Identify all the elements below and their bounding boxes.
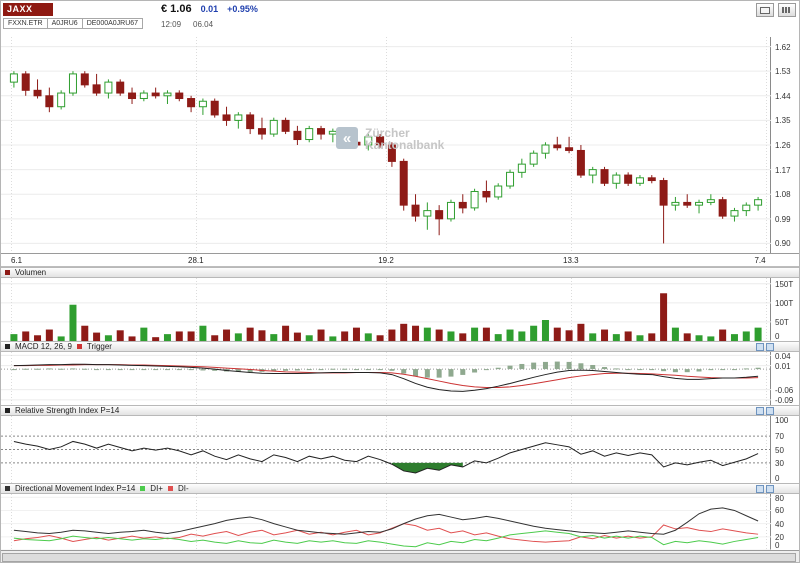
- rsi-legend-swatch: [5, 408, 10, 413]
- y-axis-label: 1.53: [775, 67, 791, 77]
- x-axis-label: 19.2: [378, 256, 394, 265]
- y-axis-label: 0.99: [775, 214, 791, 224]
- y-axis-label: 0: [775, 332, 780, 341]
- symbol-badge: JAXX: [3, 3, 53, 16]
- dmi-panel-title: Directional Movement Index P=14: [15, 484, 136, 493]
- y-axis-label: -0.09: [775, 395, 794, 405]
- exchange-code: FXXN.ETR: [3, 18, 48, 29]
- dmi-chart-section: 80 60 40 20 0: [1, 494, 799, 550]
- y-axis-label: 50T: [775, 317, 789, 327]
- y-axis-label: 1.62: [775, 42, 791, 52]
- di-plus-label: DI+: [150, 484, 163, 493]
- macd-panel-title: MACD 12, 26, 9: [15, 342, 72, 351]
- price-axis: 1.62 1.53 1.44 1.35 1.26 1.17 1.08 0.99 0.90: [773, 37, 799, 253]
- y-axis-label: 100: [775, 416, 789, 425]
- dmi-settings-icon[interactable]: [756, 485, 764, 493]
- macd-settings-icon[interactable]: [756, 343, 764, 351]
- export-icon[interactable]: [778, 3, 796, 17]
- y-axis-label: 80: [775, 494, 784, 503]
- quote-date: 06.04: [193, 20, 214, 29]
- y-axis-label: 0.04: [775, 352, 791, 361]
- y-axis-label: 150T: [775, 279, 794, 289]
- dmi-panel-header: Directional Movement Index P=14 DI+ DI-: [1, 483, 799, 494]
- di-minus-legend-swatch: [167, 486, 173, 491]
- y-axis-label: 1.26: [775, 141, 791, 150]
- macd-chart-section: 0.04 0.01 -0.06 -0.09: [1, 352, 799, 405]
- x-axis-label: 6.1: [11, 256, 23, 265]
- price-change: 0.01: [200, 4, 219, 14]
- rsi-close-icon[interactable]: [766, 407, 774, 415]
- volume-axis: 150T 100T 50T 0: [773, 278, 799, 341]
- wkn-code: A0JRU6: [46, 18, 83, 29]
- y-axis-label: 1.08: [775, 190, 791, 200]
- print-icon[interactable]: [756, 3, 774, 17]
- candlestick-chart[interactable]: [1, 37, 771, 253]
- y-axis-label: 0.90: [775, 239, 791, 249]
- rsi-chart[interactable]: [1, 416, 771, 483]
- y-axis-label: 50: [775, 445, 784, 455]
- y-axis-label: 1.44: [775, 91, 791, 101]
- price-change-percent: +0.95%: [227, 4, 258, 14]
- x-axis-label: 28.1: [188, 256, 204, 265]
- instrument-codes: FXXN.ETR A0JRU6 DE000A0JRU67: [3, 18, 144, 29]
- dmi-close-icon[interactable]: [766, 485, 774, 493]
- y-axis-label: 1.35: [775, 116, 791, 126]
- rsi-chart-section: 100 70 50 30 0: [1, 416, 799, 483]
- y-axis-label: 1.17: [775, 165, 791, 175]
- volume-chart-section: 150T 100T 50T 0: [1, 278, 799, 341]
- horizontal-scrollbar[interactable]: [1, 550, 799, 562]
- y-axis-label: 0: [775, 541, 780, 550]
- volume-chart[interactable]: [1, 278, 771, 341]
- x-axis-label: 13.3: [563, 256, 579, 265]
- macd-panel-header: MACD 12, 26, 9 Trigger: [1, 341, 799, 352]
- rsi-panel-title: Relative Strength Index P=14: [15, 406, 120, 415]
- y-axis-label: 40: [775, 519, 784, 529]
- volume-panel-title: Volumen: [15, 268, 47, 277]
- trigger-legend-swatch: [76, 344, 82, 349]
- rsi-panel-header: Relative Strength Index P=14: [1, 405, 799, 416]
- quote-time: 12:09: [161, 20, 182, 29]
- y-axis-label: -0.06: [775, 385, 794, 395]
- y-axis-label: 100T: [775, 298, 794, 308]
- dmi-legend-swatch: [5, 486, 10, 491]
- y-axis-label: 70: [775, 432, 784, 442]
- macd-chart[interactable]: [1, 352, 771, 405]
- y-axis-label: 20: [775, 532, 784, 542]
- price-chart-section: 1.62 1.53 1.44 1.35 1.26 1.17 1.08 0.99 0.90 « Z…: [1, 37, 799, 253]
- quote-timestamp: 12:09 06.04: [161, 20, 213, 29]
- macd-axis: 0.04 0.01 -0.06 -0.09: [773, 352, 799, 405]
- macd-close-icon[interactable]: [766, 343, 774, 351]
- quote-header: JAXX FXXN.ETR A0JRU6 DE000A0JRU67 € 1.06…: [1, 1, 799, 37]
- x-axis-label: 7.4: [754, 256, 766, 265]
- y-axis-label: 30: [775, 458, 784, 468]
- scrollbar-thumb[interactable]: [2, 553, 796, 562]
- y-axis-label: 60: [775, 506, 784, 516]
- dmi-chart[interactable]: [1, 494, 771, 550]
- volume-legend-swatch: [5, 270, 10, 275]
- last-price: € 1.06: [161, 3, 192, 15]
- isin-code: DE000A0JRU67: [81, 18, 144, 29]
- date-axis: 6.1 28.1 19.2 13.3 7.4: [1, 253, 799, 267]
- trigger-label: Trigger: [86, 342, 112, 351]
- di-plus-legend-swatch: [140, 486, 146, 491]
- dmi-axis: 80 60 40 20 0: [773, 494, 799, 550]
- macd-legend-swatch: [5, 344, 10, 349]
- volume-panel-header: Volumen: [1, 267, 799, 278]
- rsi-settings-icon[interactable]: [756, 407, 764, 415]
- y-axis-label: 0: [775, 474, 780, 483]
- toolbar: [756, 3, 796, 17]
- y-axis-label: 0.01: [775, 361, 791, 371]
- rsi-axis: 100 70 50 30 0: [773, 416, 799, 483]
- di-minus-label: DI-: [177, 484, 189, 493]
- price-quote: € 1.06 0.01 +0.95%: [161, 3, 258, 15]
